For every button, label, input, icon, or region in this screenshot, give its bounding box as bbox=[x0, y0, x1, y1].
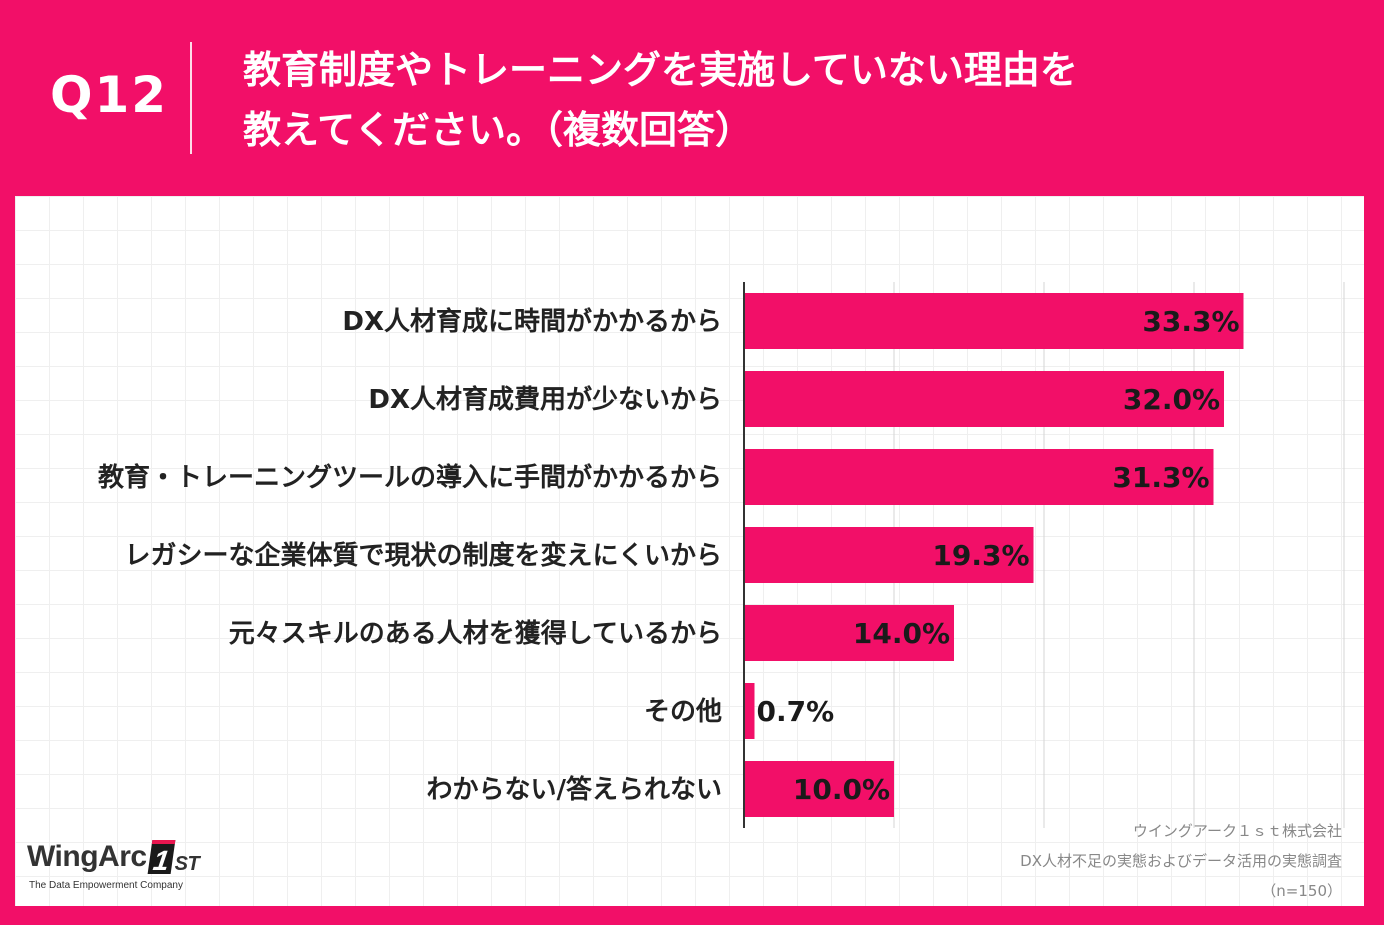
bar-7 bbox=[744, 761, 894, 817]
question-title: 教育制度やトレーニングを実施していない理由を 教えてください。（複数回答） bbox=[243, 40, 1343, 160]
question-title-line-2: 教えてください。（複数回答） bbox=[243, 108, 753, 152]
logo-wordmark: WingArc 1 ST bbox=[27, 840, 200, 876]
category-label-4: レガシーな企業体質で現状の制度を変えにくいから bbox=[125, 540, 722, 571]
bar-6 bbox=[744, 683, 755, 739]
wingarc-logo: WingArc 1 ST The Data Empowerment Company bbox=[27, 840, 200, 891]
bar-5 bbox=[744, 605, 954, 661]
chart-panel: DX人材育成に時間がかかるから DX人材育成費用が少ないから教育・トレーニングツー… bbox=[15, 196, 1364, 906]
category-label-2: DX人材育成費用が少ないから bbox=[368, 384, 722, 415]
value-label-4: 19.3% bbox=[932, 539, 1029, 572]
value-label-6: 0.7% bbox=[757, 695, 835, 728]
category-label-3: 教育・トレーニングツールの導入に手間がかかるから bbox=[98, 462, 722, 493]
value-label-2: 32.0% bbox=[1123, 383, 1220, 416]
category-label-1: DX人材育成に時間がかかるから bbox=[342, 306, 722, 337]
value-label-5: 14.0% bbox=[853, 617, 950, 650]
bar-2 bbox=[744, 371, 1224, 427]
logo-st-text: ST bbox=[174, 853, 200, 875]
bar-3 bbox=[744, 449, 1214, 505]
chart-category-labels: DX人材育成に時間がかかるから DX人材育成費用が少ないから教育・トレーニングツー… bbox=[98, 306, 722, 805]
bar-4 bbox=[744, 527, 1034, 583]
value-label-3: 31.3% bbox=[1112, 461, 1209, 494]
logo-tagline: The Data Empowerment Company bbox=[29, 880, 183, 891]
category-label-6: その他 bbox=[644, 697, 722, 727]
source-note: ウイングアーク１ｓｔ株式会社 DX人材不足の実態およびデータ活用の実態調査 （n… bbox=[1020, 816, 1342, 906]
bar-chart: DX人材育成に時間がかかるから DX人材育成費用が少ないから教育・トレーニングツー… bbox=[98, 282, 1345, 828]
category-label-7: わからない/答えられない bbox=[427, 774, 723, 805]
bar-1 bbox=[744, 293, 1244, 349]
question-title-line-1: 教育制度やトレーニングを実施していない理由を bbox=[243, 48, 1078, 92]
logo-one-glyph: 1 bbox=[147, 840, 176, 876]
value-label-7: 10.0% bbox=[793, 773, 890, 806]
chart-value-labels: 33.3% 32.0% 31.3% 19.3% 14.0% 0.7% 10.0% bbox=[757, 305, 1240, 806]
category-label-5: 元々スキルのある人材を獲得しているから bbox=[229, 619, 722, 649]
header-divider bbox=[190, 42, 192, 154]
source-sample: （n=150） bbox=[1261, 882, 1342, 900]
question-number: Q12 bbox=[50, 66, 169, 124]
value-label-1: 33.3% bbox=[1142, 305, 1239, 338]
source-survey: DX人材不足の実態およびデータ活用の実態調査 bbox=[1020, 852, 1342, 870]
chart-bars bbox=[744, 293, 1244, 817]
logo-1st-mark: 1 ST bbox=[147, 840, 200, 876]
source-company: ウイングアーク１ｓｔ株式会社 bbox=[1132, 822, 1342, 840]
logo-brand-text: WingArc bbox=[27, 840, 147, 873]
